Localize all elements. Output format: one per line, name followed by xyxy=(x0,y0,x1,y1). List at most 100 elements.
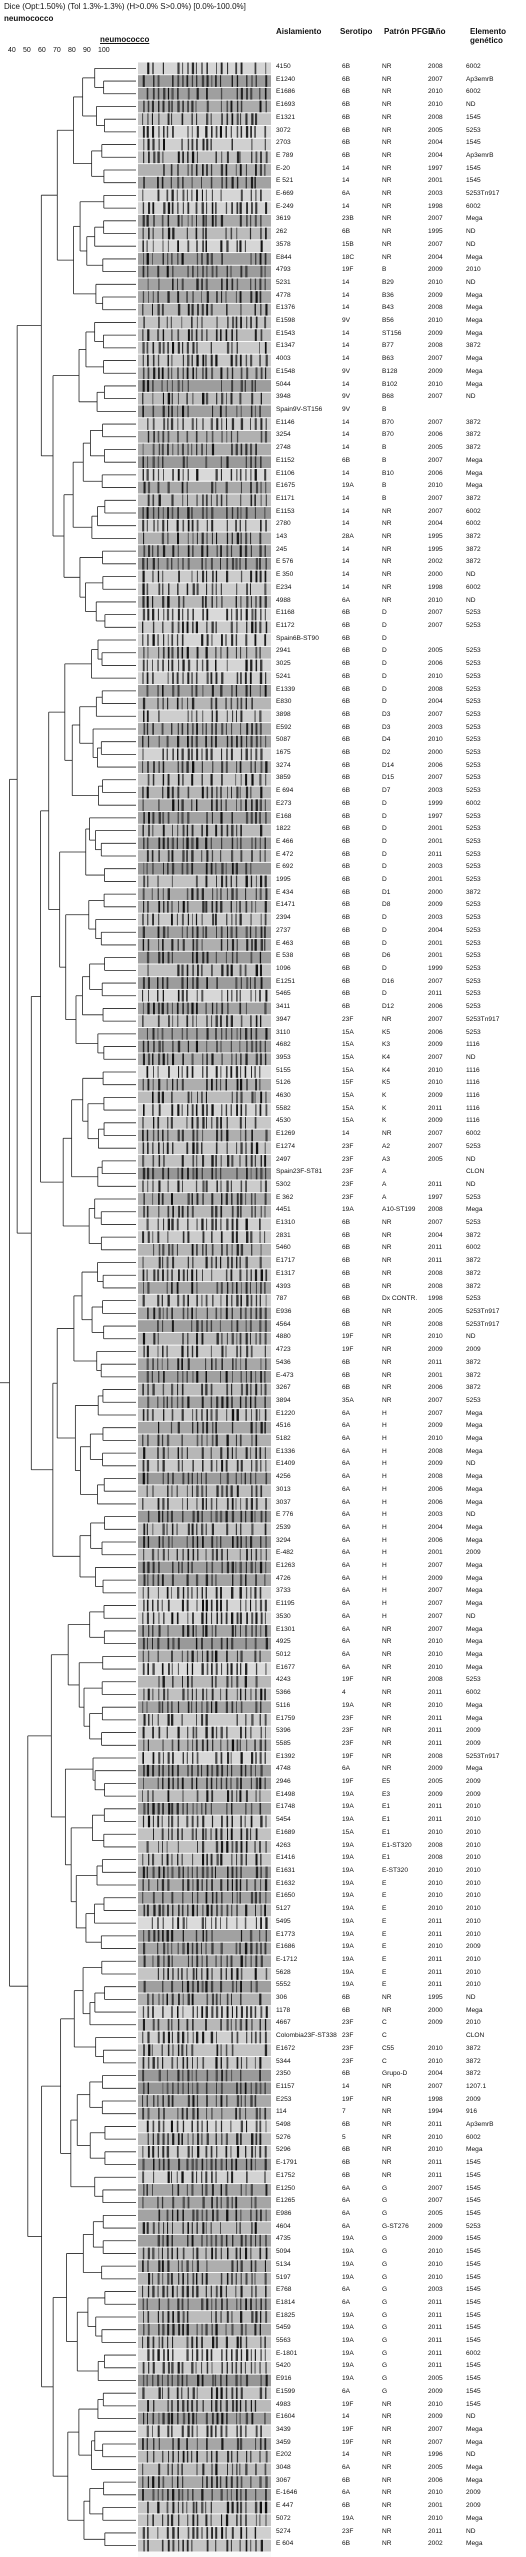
gel-band xyxy=(167,1752,170,1764)
gel-band xyxy=(153,2171,155,2184)
gel-band xyxy=(260,2374,262,2387)
gel-band xyxy=(264,1574,266,1586)
gel-lane xyxy=(138,1523,271,1536)
scale-tick-label: 60 xyxy=(38,47,46,54)
gel-band xyxy=(206,2349,209,2361)
gel-band xyxy=(251,939,253,951)
gel-band xyxy=(202,1459,204,1472)
gel-band xyxy=(177,418,179,430)
gel-lane xyxy=(138,469,271,481)
genetico-cell: 5253 xyxy=(466,876,481,884)
gel-band xyxy=(211,1218,214,1231)
aislamiento-cell: E234 xyxy=(276,583,292,591)
gel-band xyxy=(264,685,267,697)
gel-band xyxy=(251,608,254,621)
gel-band xyxy=(167,596,170,608)
aislamiento-cell: E 692 xyxy=(276,863,294,871)
gel-band xyxy=(245,1409,247,1421)
gel-band xyxy=(192,1548,195,1561)
gel-band xyxy=(191,2336,194,2349)
gel-band xyxy=(142,1561,145,1574)
gel-lane xyxy=(138,354,271,367)
gel-band xyxy=(260,151,262,164)
aislamiento-cell: 4150 xyxy=(276,63,291,70)
gel-band xyxy=(152,1663,155,1675)
gel-band xyxy=(143,1104,145,1116)
gel-band xyxy=(205,557,207,570)
gel-band xyxy=(240,748,243,761)
gel-band xyxy=(236,87,238,100)
gel-band xyxy=(202,2031,205,2044)
gel-band xyxy=(163,138,165,151)
gel-band xyxy=(251,1091,254,1104)
gel-band xyxy=(177,253,179,265)
gel-lane xyxy=(138,1307,271,1320)
gel-band xyxy=(191,1777,193,1790)
gel-band xyxy=(197,2107,199,2120)
gel-band xyxy=(158,2387,161,2400)
year-cell: 2007 xyxy=(428,1015,443,1023)
gel-band xyxy=(251,900,253,913)
gel-band xyxy=(230,1752,232,1764)
gel-lane xyxy=(138,824,271,837)
gel-band xyxy=(260,265,263,278)
gel-band xyxy=(259,1841,261,1853)
gel-band xyxy=(255,1574,257,1586)
gel-band xyxy=(147,939,150,951)
gel-band xyxy=(166,2209,169,2222)
gel-band xyxy=(147,875,149,888)
gel-band xyxy=(231,2463,234,2476)
gel-band xyxy=(171,862,175,875)
gel-band xyxy=(196,2349,199,2361)
gel-band xyxy=(187,532,189,545)
gel-band xyxy=(187,354,190,367)
gel-lane xyxy=(138,862,271,875)
gel-band xyxy=(240,710,243,723)
gel-lane xyxy=(138,557,271,570)
gel-band xyxy=(186,2184,188,2196)
gel-band xyxy=(231,723,233,735)
gel-band xyxy=(142,1015,144,1028)
gel-band xyxy=(147,2514,149,2527)
gel-band xyxy=(177,1294,180,1307)
gel-band xyxy=(265,227,267,240)
gel-band xyxy=(240,1955,243,1968)
gel-band xyxy=(221,1459,224,1472)
gel-band xyxy=(191,1688,193,1701)
gel-band xyxy=(158,2412,160,2425)
gel-band xyxy=(260,494,262,507)
year-cell: 2007 xyxy=(428,393,443,401)
gel-band xyxy=(239,1040,241,1053)
gel-band xyxy=(152,507,155,519)
gel-band xyxy=(240,2095,242,2107)
serotipo-cell: 6B xyxy=(342,850,351,858)
gel-band xyxy=(152,634,155,646)
gel-band xyxy=(152,557,155,570)
gel-band xyxy=(227,2247,229,2260)
gel-band xyxy=(236,507,239,519)
gel-band xyxy=(240,1091,243,1104)
gel-band xyxy=(225,164,228,176)
gel-band xyxy=(259,685,261,697)
serotipo-cell: 6B xyxy=(342,863,351,871)
gel-band xyxy=(157,1574,160,1586)
gel-band xyxy=(147,2260,149,2273)
year-cell: 2007 xyxy=(428,507,443,515)
gel-band xyxy=(250,1561,253,1574)
gel-band xyxy=(191,1828,194,1841)
gel-band xyxy=(255,151,258,164)
gel-band xyxy=(235,519,237,532)
gel-band xyxy=(142,507,144,519)
gel-band xyxy=(231,2260,234,2273)
gel-band xyxy=(192,2082,194,2095)
gel-band xyxy=(152,1028,155,1040)
gel-band xyxy=(196,1332,198,1345)
gel-band xyxy=(236,2298,238,2311)
gel-band xyxy=(191,316,193,329)
gel-lane xyxy=(138,1764,271,1777)
gel-band xyxy=(176,1485,178,1498)
gel-band xyxy=(166,2234,169,2247)
gel-band xyxy=(196,1777,198,1790)
gel-band xyxy=(167,1218,170,1231)
gel-lane xyxy=(138,2145,271,2158)
